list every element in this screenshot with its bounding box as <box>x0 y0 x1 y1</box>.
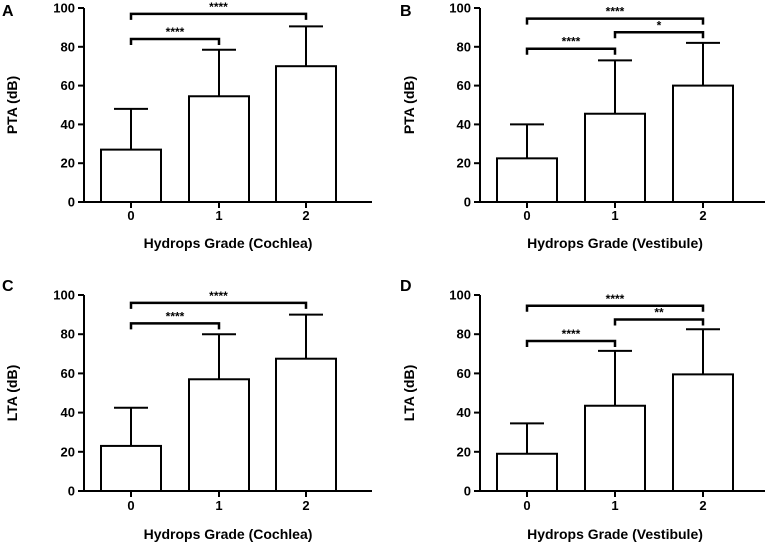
x-axis-title: Hydrops Grade (Vestibule) <box>527 235 703 251</box>
panel-d: D 0 20 40 60 80 100 LTA (dB) 0 1 2 Hydrops Grade (V… <box>400 278 765 542</box>
bar <box>496 452 558 493</box>
panel-letter: B <box>400 3 412 20</box>
x-tick-label: 0 <box>523 208 530 223</box>
y-tick-label: 100 <box>449 288 471 303</box>
y-tick-label: 20 <box>457 444 471 459</box>
y-tick-label: 60 <box>61 78 75 93</box>
significance-label: **** <box>166 25 185 39</box>
x-tick-label: 0 <box>127 498 134 513</box>
panel-letter: A <box>2 3 14 20</box>
significance-bracket <box>525 304 705 312</box>
bar <box>188 378 250 492</box>
significance-bracket <box>129 322 221 330</box>
y-tick-label: 20 <box>61 444 75 459</box>
y-tick-label: 40 <box>457 405 471 420</box>
y-axis-title: PTA (dB) <box>4 76 20 134</box>
y-tick-label: 100 <box>449 1 471 16</box>
bar <box>584 404 646 492</box>
y-tick-label: 0 <box>68 195 75 210</box>
y-tick-label: 40 <box>61 117 75 132</box>
bar <box>496 157 558 204</box>
y-tick-label: 40 <box>61 405 75 420</box>
y-tick-label: 20 <box>61 156 75 171</box>
significance-label: **** <box>166 309 185 323</box>
y-tick-label: 60 <box>61 366 75 381</box>
x-tick-label: 2 <box>699 208 706 223</box>
x-tick-label: 2 <box>699 498 706 513</box>
significance-bracket <box>129 37 221 46</box>
bar <box>100 444 162 493</box>
y-axis-title: PTA (dB) <box>401 76 417 134</box>
y-axis-title: LTA (dB) <box>401 365 417 422</box>
x-tick-label: 1 <box>611 208 618 223</box>
x-tick-label: 1 <box>215 498 222 513</box>
y-tick-label: 80 <box>61 39 75 54</box>
bar <box>584 112 646 203</box>
bar <box>275 357 337 493</box>
y-tick-label: 0 <box>68 484 75 499</box>
y-tick-label: 60 <box>457 366 471 381</box>
x-tick-label: 0 <box>523 498 530 513</box>
significance-bracket <box>613 318 705 326</box>
significance-bracket <box>613 31 705 39</box>
x-tick-label: 2 <box>302 208 309 223</box>
significance-label: ** <box>654 306 664 320</box>
significance-bracket <box>129 12 308 20</box>
y-tick-label: 60 <box>457 78 471 93</box>
significance-label: **** <box>562 35 581 49</box>
y-tick-label: 0 <box>464 195 471 210</box>
significance-label: **** <box>209 0 228 14</box>
x-axis-title: Hydrops Grade (Cochlea) <box>144 526 313 542</box>
y-tick-label: 20 <box>457 156 471 171</box>
panel-a: A 0 20 40 60 80 100 PTA (dB) 0 1 2 Hydrops Grade (C… <box>2 0 372 251</box>
x-tick-label: 0 <box>127 208 134 223</box>
y-axis-title: LTA (dB) <box>4 365 20 422</box>
x-tick-label: 1 <box>611 498 618 513</box>
significance-label: **** <box>209 289 228 303</box>
panel-letter: C <box>2 278 14 295</box>
bar <box>188 95 250 203</box>
x-axis-title: Hydrops Grade (Cochlea) <box>144 235 313 251</box>
y-tick-label: 80 <box>61 327 75 342</box>
bar <box>672 373 734 493</box>
y-tick-label: 100 <box>53 1 75 16</box>
panel-c: C 0 20 40 60 80 100 LTA (dB) 0 1 2 Hydrops Grade (C… <box>2 278 372 542</box>
significance-bracket <box>525 17 705 25</box>
bar <box>100 148 162 203</box>
significance-label: * <box>657 18 662 32</box>
significance-bracket <box>525 47 617 55</box>
bar <box>275 65 337 203</box>
y-tick-label: 80 <box>457 39 471 54</box>
x-tick-label: 1 <box>215 208 222 223</box>
y-tick-label: 80 <box>457 327 471 342</box>
significance-bracket <box>129 301 308 309</box>
significance-label: **** <box>606 5 625 19</box>
bar <box>672 84 734 203</box>
x-axis-title: Hydrops Grade (Vestibule) <box>527 526 703 542</box>
significance-label: **** <box>562 327 581 341</box>
y-tick-label: 100 <box>53 288 75 303</box>
panel-b: B 0 20 40 60 80 100 PTA (dB) 0 1 2 Hydrops Grade (V… <box>400 1 765 251</box>
y-tick-label: 0 <box>464 484 471 499</box>
significance-label: **** <box>606 292 625 306</box>
y-tick-label: 40 <box>457 117 471 132</box>
panel-letter: D <box>400 278 412 295</box>
significance-bracket <box>525 339 617 348</box>
x-tick-label: 2 <box>302 498 309 513</box>
